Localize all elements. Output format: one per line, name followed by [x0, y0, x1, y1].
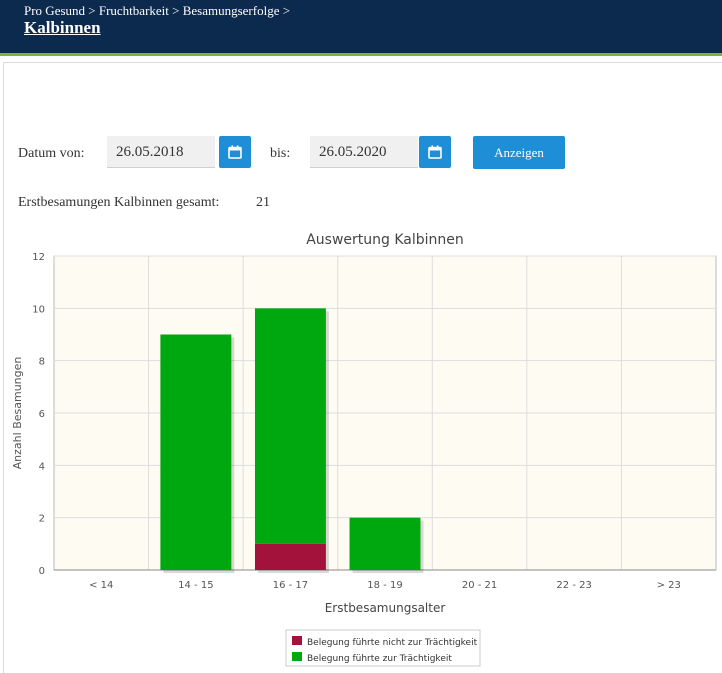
date-from-calendar-button[interactable]: [219, 136, 251, 168]
legend-swatch: [292, 636, 302, 645]
show-button[interactable]: Anzeigen: [473, 136, 565, 169]
bar-pregnant: [349, 517, 421, 570]
legend-label: Belegung führte zur Trächtigkeit: [307, 654, 452, 664]
legend-label: Belegung führte nicht zur Trächtigkeit: [307, 638, 478, 648]
y-axis-label: Anzahl Besamungen: [11, 357, 24, 470]
date-to-field[interactable]: 26.05.2020: [310, 136, 418, 168]
y-tick-label: 4: [39, 461, 45, 472]
bar-pregnant: [160, 334, 232, 570]
date-to-calendar-button[interactable]: [419, 136, 451, 168]
summary-label: Erstbesamungen Kalbinnen gesamt:: [18, 195, 220, 210]
app-header: Pro Gesund > Fruchtbarkeit > Besamungser…: [0, 0, 722, 56]
x-axis-label: Erstbesamungsalter: [325, 601, 446, 615]
y-tick-label: 6: [39, 409, 45, 420]
y-tick-label: 12: [32, 252, 45, 263]
legend-swatch: [292, 652, 302, 661]
date-from-label: Datum von:: [18, 146, 85, 161]
y-tick-label: 8: [39, 357, 45, 368]
bar-not-pregnant: [254, 543, 326, 570]
x-tick-label: 18 - 19: [367, 580, 402, 591]
x-tick-label: 14 - 15: [178, 580, 213, 591]
date-to-label: bis:: [270, 146, 291, 161]
y-tick-label: 10: [32, 304, 45, 315]
chart-title: Auswertung Kalbinnen: [306, 232, 464, 248]
x-tick-label: 20 - 21: [462, 580, 497, 591]
bar-pregnant: [254, 308, 326, 544]
x-tick-label: 16 - 17: [273, 580, 308, 591]
page-title[interactable]: Kalbinnen: [24, 18, 101, 37]
breadcrumb[interactable]: Pro Gesund > Fruchtbarkeit > Besamungser…: [24, 3, 291, 18]
y-tick-label: 0: [39, 566, 45, 577]
legend-box: [285, 629, 481, 667]
x-tick-label: 22 - 23: [556, 580, 591, 591]
x-tick-label: > 23: [657, 580, 681, 591]
x-tick-label: < 14: [89, 580, 113, 591]
calendar-icon: [428, 145, 442, 159]
calendar-icon: [228, 145, 242, 159]
bar-chart: 0 2 4 6 8 10 12 < 14 14 - 15 16 - 17 18 - 19 20 - 2…: [11, 232, 717, 667]
date-from-field[interactable]: 26.05.2018: [107, 136, 215, 168]
summary-value: 21: [256, 195, 270, 210]
y-tick-label: 2: [39, 514, 45, 525]
